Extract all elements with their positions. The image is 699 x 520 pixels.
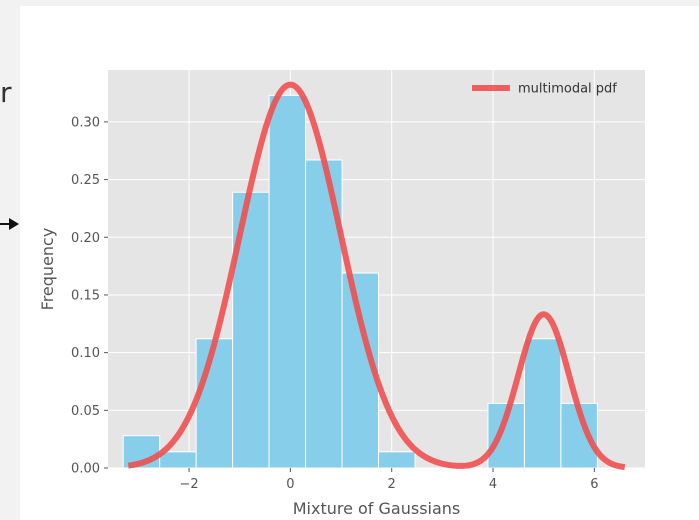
y-tick-label: 0.20	[71, 231, 100, 246]
partial-text: r	[0, 76, 12, 109]
left-edge-strip: r	[0, 0, 20, 520]
y-axis-label: Frequency	[38, 228, 57, 311]
pdf-line	[126, 81, 627, 471]
x-axis-ticks: −2 0 2 4 6	[179, 468, 598, 492]
y-axis-ticks: 0.00 0.05 0.10 0.15 0.20 0.25 0.30	[71, 115, 108, 477]
x-axis-label: Mixture of Gaussians	[293, 499, 461, 518]
y-tick-label: 0.25	[71, 173, 100, 188]
histogram-bar	[159, 451, 197, 469]
histogram-bars	[122, 94, 598, 469]
x-tick-label: 6	[590, 477, 598, 492]
y-tick-label: 0.30	[71, 115, 100, 130]
right-arrow-icon	[0, 218, 19, 230]
chart-panel: −2 0 2 4 6 0.00 0.05 0.10 0.15 0.20 0.25 0.30 Mixt…	[20, 6, 699, 520]
legend-label: multimodal pdf	[518, 82, 617, 97]
histogram-bar	[523, 338, 562, 469]
x-tick-label: 4	[489, 477, 497, 492]
y-tick-label: 0.00	[71, 462, 100, 477]
legend: multimodal pdf	[472, 82, 617, 97]
histogram-bar	[268, 94, 307, 469]
histogram-chart: −2 0 2 4 6 0.00 0.05 0.10 0.15 0.20 0.25 0.30 Mixt…	[38, 70, 645, 518]
y-tick-label: 0.10	[71, 346, 100, 361]
y-tick-label: 0.05	[71, 404, 100, 419]
x-tick-label: 2	[388, 477, 396, 492]
x-tick-label: −2	[179, 477, 198, 492]
histogram-bar	[195, 338, 234, 469]
y-tick-label: 0.15	[71, 288, 100, 303]
x-tick-label: 0	[286, 477, 294, 492]
histogram-bar	[378, 451, 416, 469]
